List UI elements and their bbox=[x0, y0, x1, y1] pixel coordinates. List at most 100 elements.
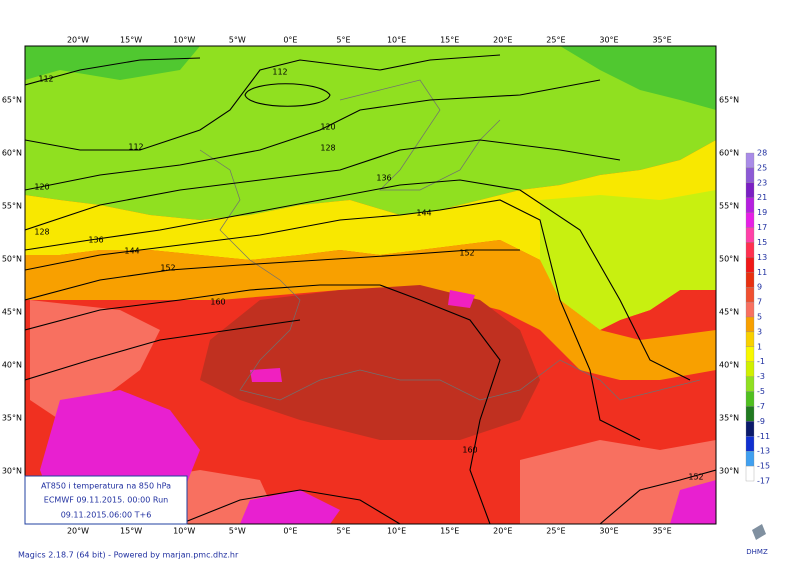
contour-label: 112 bbox=[272, 68, 287, 77]
colorbar-swatch bbox=[745, 287, 755, 303]
longitude-label: 15°E bbox=[440, 527, 459, 536]
colorbar-swatch bbox=[745, 152, 755, 169]
colorbar-swatch bbox=[745, 257, 755, 273]
contour-label: 120 bbox=[34, 183, 49, 192]
latitude-label: 55°N bbox=[2, 202, 22, 211]
info-line: ECMWF 09.11.2015. 00:00 Run bbox=[44, 496, 168, 505]
colorbar-label: 23 bbox=[757, 178, 767, 187]
contour-label: 144 bbox=[124, 247, 139, 256]
info-line: 09.11.2015.06:00 T+6 bbox=[61, 511, 152, 520]
colorbar-label: 13 bbox=[757, 253, 767, 262]
logo: DHMZ bbox=[746, 524, 768, 556]
colorbar-swatch bbox=[745, 182, 755, 198]
contour-label: 120 bbox=[320, 123, 335, 132]
contour-label: 128 bbox=[320, 144, 335, 153]
info-box-frame bbox=[24, 475, 188, 525]
latitude-label: 30°N bbox=[2, 467, 22, 476]
logo-mark bbox=[752, 524, 766, 540]
colorbar-label: -7 bbox=[757, 402, 765, 411]
colorbar-swatch bbox=[745, 376, 755, 392]
contour-label: 136 bbox=[376, 174, 391, 183]
colorbar-label: -11 bbox=[757, 432, 770, 441]
latitude-label: 50°N bbox=[2, 255, 22, 264]
colorbar-swatch bbox=[745, 301, 755, 318]
contour-label: 152 bbox=[160, 264, 175, 273]
colorbar-label: -9 bbox=[757, 417, 765, 426]
colorbar-swatch bbox=[745, 465, 755, 482]
colorbar-label: -15 bbox=[757, 462, 770, 471]
longitude-label: 5°W bbox=[229, 36, 246, 45]
longitude-label: 15°E bbox=[440, 36, 459, 45]
colorbar-label: 1 bbox=[757, 342, 762, 351]
longitude-label: 25°E bbox=[546, 527, 565, 536]
longitude-label: 35°E bbox=[652, 527, 671, 536]
colorbar-label: 21 bbox=[757, 193, 767, 202]
colorbar-label: 15 bbox=[757, 238, 767, 247]
longitude-label: 25°E bbox=[546, 36, 565, 45]
contour-labels: 112 112 112 120 128 136 144 120 128 136 … bbox=[34, 68, 703, 482]
colorbar-label: 3 bbox=[757, 327, 762, 336]
map-field bbox=[25, 46, 716, 524]
latitude-label: 40°N bbox=[719, 361, 739, 370]
colorbar-swatch bbox=[745, 361, 755, 377]
colorbar-swatch bbox=[745, 451, 755, 467]
longitude-label: 10°W bbox=[173, 36, 195, 45]
colorbar-swatch bbox=[745, 242, 755, 258]
map-frame bbox=[24, 45, 717, 525]
colorbar-label: 25 bbox=[757, 163, 767, 172]
colorbar-swatch bbox=[745, 421, 755, 437]
latitude-label: 65°N bbox=[719, 96, 739, 105]
longitude-label: 30°E bbox=[599, 36, 618, 45]
colorbar-label: 11 bbox=[757, 268, 767, 277]
longitude-label: 5°W bbox=[229, 527, 246, 536]
colorbar-swatch bbox=[745, 272, 755, 288]
longitude-label: 10°W bbox=[173, 527, 195, 536]
latitude-label: 30°N bbox=[719, 467, 739, 476]
latitude-label: 60°N bbox=[719, 149, 739, 158]
latitude-label: 35°N bbox=[719, 414, 739, 423]
colorbar-label: -17 bbox=[757, 477, 770, 486]
info-box: AT850 i temperatura na 850 hPa ECMWF 09.… bbox=[24, 475, 188, 525]
latitude-label: 40°N bbox=[2, 361, 22, 370]
longitude-label: 20°W bbox=[67, 36, 89, 45]
colorbar-label: 17 bbox=[757, 223, 767, 232]
contour-label: 160 bbox=[210, 298, 225, 307]
colorbar-swatch bbox=[745, 197, 755, 213]
longitude-label: 35°E bbox=[652, 36, 671, 45]
colorbar-label: 19 bbox=[757, 208, 767, 217]
colorbar-label: 5 bbox=[757, 313, 762, 322]
colorbar-label: 9 bbox=[757, 283, 762, 292]
colorbar-swatch bbox=[745, 391, 755, 407]
latitude-label: 55°N bbox=[719, 202, 739, 211]
latitude-label: 60°N bbox=[2, 149, 22, 158]
longitude-label: 30°E bbox=[599, 527, 618, 536]
colorbar-label: -3 bbox=[757, 372, 765, 381]
colorbar-swatch bbox=[745, 167, 755, 183]
latitude-label: 65°N bbox=[2, 96, 22, 105]
latitude-label: 45°N bbox=[719, 308, 739, 317]
contour-label: 128 bbox=[34, 228, 49, 237]
contour-label: 152 bbox=[459, 249, 474, 258]
longitude-label: 20°E bbox=[493, 527, 512, 536]
colorbar-label: -13 bbox=[757, 447, 770, 456]
colorbar-swatch bbox=[745, 406, 755, 422]
latitude-label: 45°N bbox=[2, 308, 22, 317]
colorbar-label: -5 bbox=[757, 387, 765, 396]
contour-label: 152 bbox=[688, 473, 703, 482]
longitude-label: 10°E bbox=[387, 36, 406, 45]
latitude-label: 35°N bbox=[2, 414, 22, 423]
longitude-label: 15°W bbox=[120, 527, 142, 536]
colorbar-swatch bbox=[745, 212, 755, 228]
colorbar-swatch bbox=[745, 346, 755, 362]
contour-label: 160 bbox=[462, 446, 477, 455]
contour-label: 112 bbox=[128, 143, 143, 152]
longitude-label: 20°W bbox=[67, 527, 89, 536]
longitude-label: 0°E bbox=[283, 527, 297, 536]
latitude-label: 50°N bbox=[719, 255, 739, 264]
logo-text: DHMZ bbox=[746, 548, 768, 556]
longitude-label: 0°E bbox=[283, 36, 297, 45]
longitude-label: 5°E bbox=[336, 36, 350, 45]
info-line: AT850 i temperatura na 850 hPa bbox=[41, 482, 171, 491]
footer: Magics 2.18.7 (64 bit) - Powered by marj… bbox=[18, 551, 239, 560]
